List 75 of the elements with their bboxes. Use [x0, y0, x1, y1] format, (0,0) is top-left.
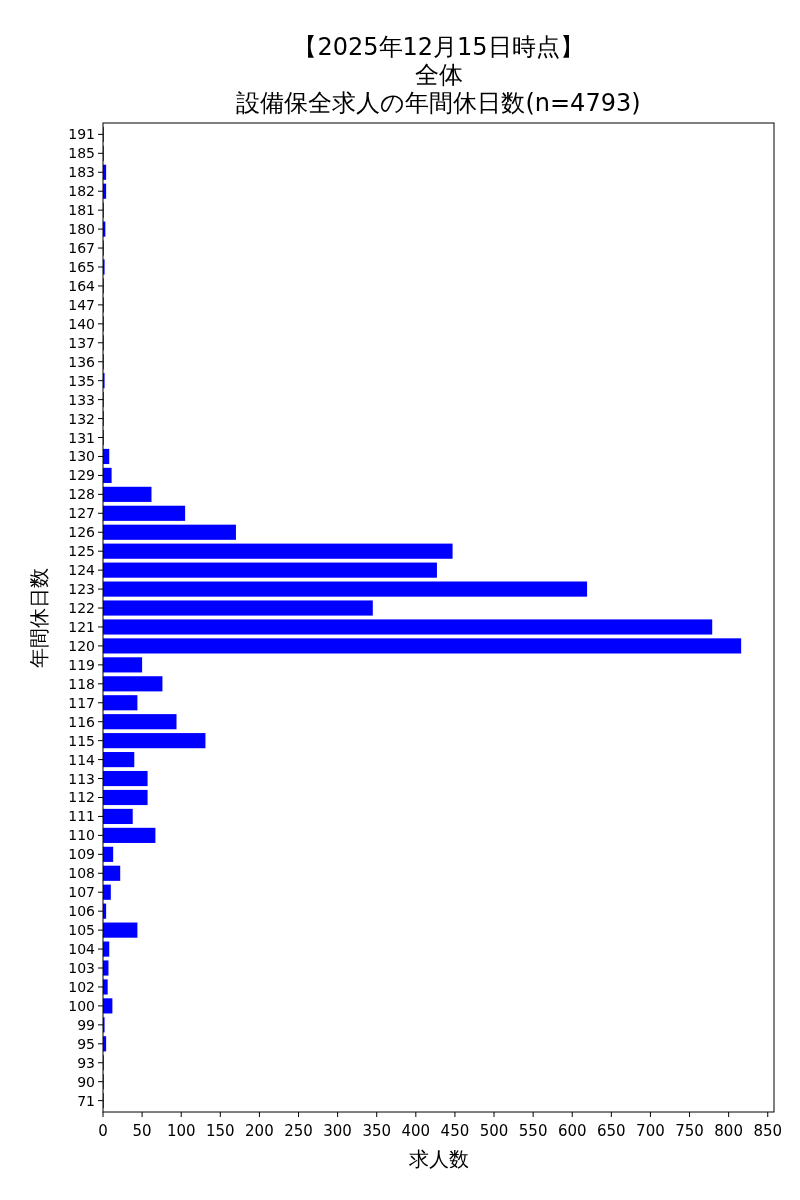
y-tick-label: 113 [68, 770, 95, 787]
x-tick-label: 800 [714, 1122, 743, 1140]
y-tick-label: 102 [68, 978, 95, 995]
x-tick-label: 350 [362, 1122, 392, 1140]
x-tick-label: 550 [518, 1122, 548, 1140]
text: 設備保全求人の年間休日数(n=4793) [236, 89, 641, 117]
y-tick-label: 136 [68, 353, 96, 370]
y-tick-label: 109 [68, 846, 95, 863]
y-tick-label: 133 [68, 391, 95, 408]
x-tick-label: 50 [132, 1122, 152, 1140]
y-tick-label: 105 [68, 922, 95, 939]
x-tick-label: 850 [753, 1122, 783, 1140]
y-tick-label: 71 [77, 1092, 95, 1109]
y-tick-label: 106 [68, 903, 96, 920]
y-tick-label: 110 [68, 827, 95, 844]
y-tick-label: 116 [68, 713, 96, 730]
y-tick-label: 100 [68, 997, 95, 1014]
y-tick-label: 125 [68, 543, 95, 560]
y-tick-label: 147 [68, 296, 95, 313]
y-tick-label: 182 [68, 183, 95, 200]
y-tick-label: 93 [77, 1054, 95, 1071]
y-tick-label: 167 [68, 240, 95, 257]
chart-subtitle: 全体 [414, 61, 463, 89]
y-tick-label: 180 [68, 221, 95, 238]
y-tick-label: 140 [68, 315, 95, 332]
y-tick-label: 126 [68, 524, 96, 541]
x-tick-label: 500 [479, 1122, 509, 1140]
chart-title: 【2025年12月15日時点】 [293, 33, 584, 61]
y-tick-label: 124 [68, 562, 96, 579]
x-tick-label: 100 [166, 1122, 196, 1140]
y-tick-label: 108 [68, 865, 95, 882]
y-tick-label: 127 [68, 505, 95, 522]
y-tick-label: 191 [68, 126, 95, 143]
x-tick-label: 0 [98, 1122, 108, 1140]
y-tick-label: 112 [68, 789, 95, 806]
y-tick-label: 95 [77, 1035, 95, 1052]
y-tick-label: 120 [68, 637, 95, 654]
y-tick-label: 129 [68, 467, 95, 484]
y-tick-label: 165 [68, 258, 95, 275]
y-tick-label: 185 [68, 145, 95, 162]
x-tick-label: 600 [557, 1122, 587, 1140]
y-tick-label: 123 [68, 581, 95, 598]
x-axis-title: 求人数 [408, 1147, 469, 1171]
y-tick-label: 99 [77, 1016, 95, 1033]
y-tick-label: 104 [68, 941, 96, 958]
y-tick-label: 183 [68, 164, 95, 181]
y-tick-label: 103 [68, 960, 95, 977]
y-tick-label: 90 [77, 1073, 95, 1090]
y-tick-label: 121 [68, 618, 95, 635]
x-tick-label: 650 [597, 1122, 626, 1140]
y-tick-label: 119 [68, 656, 95, 673]
y-tick-label: 131 [68, 429, 95, 446]
y-tick-label: 118 [68, 675, 95, 692]
x-tick-label: 450 [440, 1122, 470, 1140]
x-tick-label: 750 [675, 1122, 704, 1140]
y-tick-label: 181 [68, 202, 95, 219]
y-tick-label: 132 [68, 410, 95, 427]
y-tick-label: 130 [68, 448, 95, 465]
y-axis-title: 年間休日数 [27, 567, 51, 668]
y-tick-label: 137 [68, 334, 95, 351]
y-tick-label: 111 [68, 808, 95, 825]
x-tick-label: 700 [636, 1122, 665, 1140]
y-tick-label: 122 [68, 600, 95, 617]
x-tick-label: 200 [245, 1122, 274, 1140]
y-tick-label: 128 [68, 486, 95, 503]
y-tick-label: 115 [68, 732, 95, 749]
x-tick-label: 400 [401, 1122, 431, 1140]
y-tick-label: 107 [68, 884, 95, 901]
y-tick-label: 164 [68, 277, 96, 294]
x-tick-label: 300 [323, 1122, 352, 1140]
y-tick-label: 114 [68, 751, 96, 768]
x-tick-label: 250 [284, 1122, 313, 1140]
y-tick-label: 135 [68, 372, 95, 389]
y-tick-label: 117 [68, 694, 95, 711]
x-tick-label: 150 [205, 1122, 235, 1140]
